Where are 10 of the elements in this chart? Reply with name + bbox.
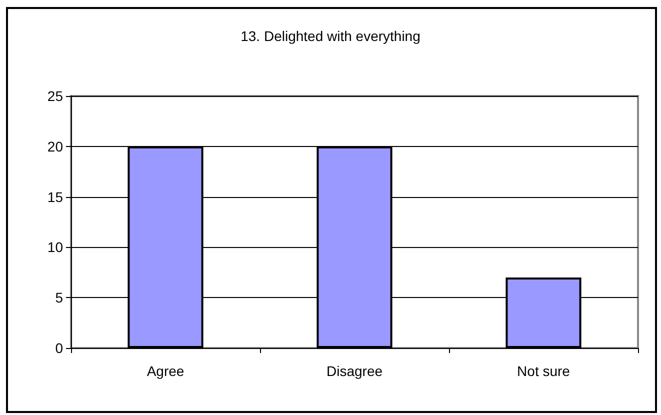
y-tick-label: 5: [55, 290, 64, 306]
x-tick-label: Agree: [146, 363, 184, 379]
x-tick-label: Not sure: [517, 363, 570, 379]
y-tick-label: 25: [47, 88, 64, 104]
y-tick-label: 0: [55, 340, 64, 356]
x-tick-label: Disagree: [326, 363, 383, 379]
chart-title: 13. Delighted with everything: [240, 28, 420, 44]
y-tick-label: 10: [47, 239, 64, 256]
y-tick-label: 15: [47, 188, 64, 205]
y-tick-label: 20: [47, 138, 64, 154]
